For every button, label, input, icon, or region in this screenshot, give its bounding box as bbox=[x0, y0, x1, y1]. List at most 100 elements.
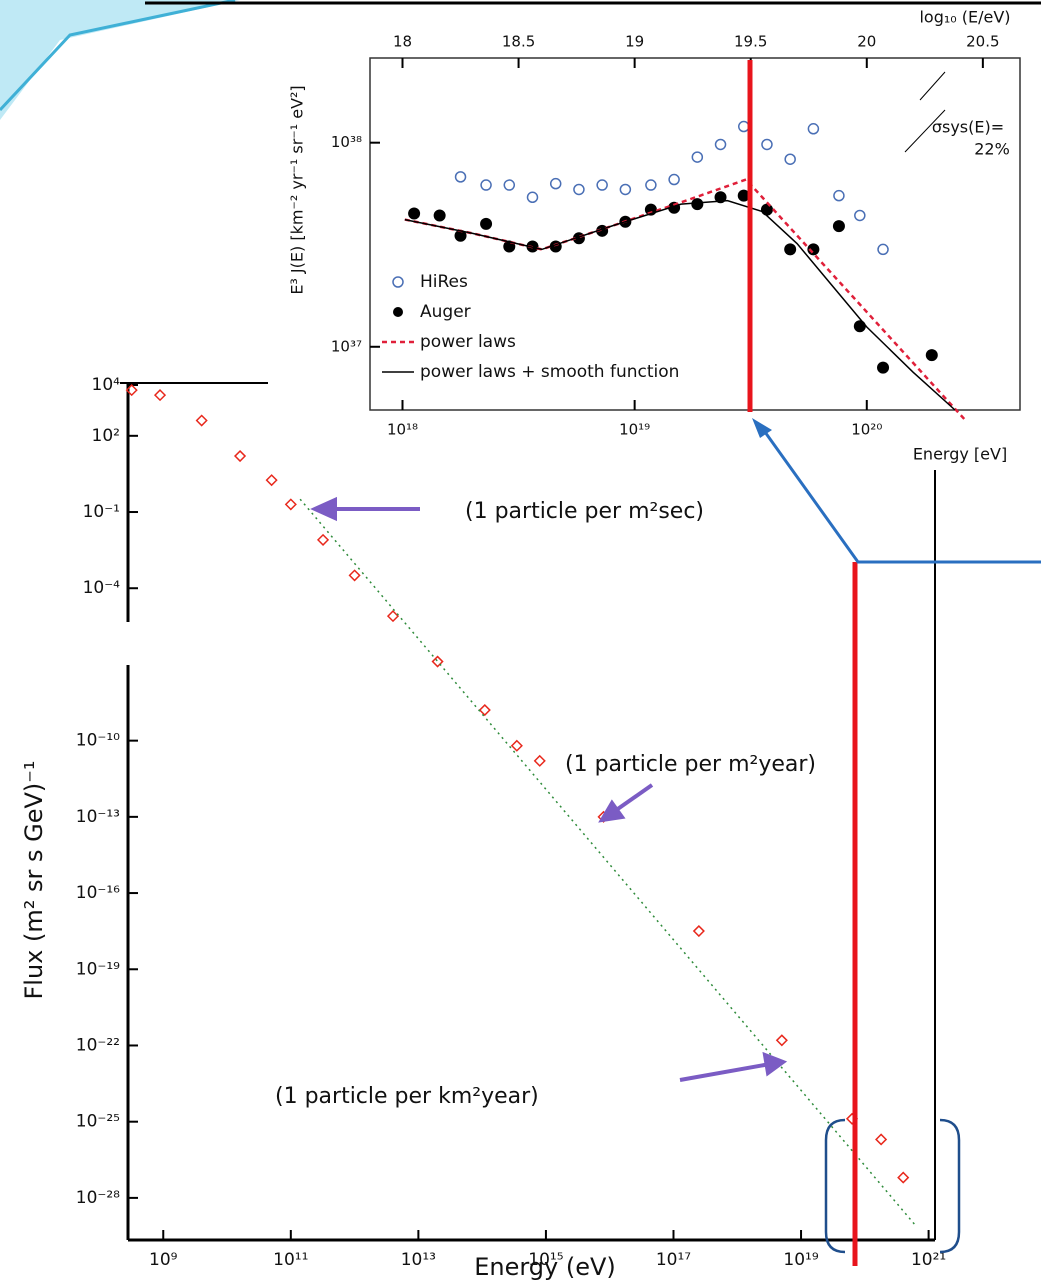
inset-frame bbox=[369, 57, 1021, 411]
data-point bbox=[853, 320, 866, 333]
legend-swatch bbox=[393, 307, 403, 317]
data-point bbox=[431, 655, 444, 668]
data-point bbox=[549, 177, 562, 190]
x-tick-label: 18 bbox=[393, 33, 412, 51]
data-point bbox=[386, 610, 400, 623]
connector-head bbox=[752, 418, 772, 438]
data-point bbox=[284, 498, 297, 511]
x-tick-label: 10²¹ bbox=[911, 1250, 946, 1270]
data-point bbox=[619, 183, 632, 196]
y-tick-label: 10⁴ bbox=[92, 375, 121, 395]
data-point bbox=[480, 217, 493, 230]
data-point bbox=[807, 123, 820, 135]
data-point bbox=[833, 189, 845, 202]
x-tick-label: 10¹¹ bbox=[273, 1250, 308, 1270]
sigma-arrow bbox=[919, 71, 946, 101]
data-point bbox=[784, 153, 796, 165]
data-point bbox=[454, 171, 467, 183]
data-point bbox=[526, 191, 539, 204]
y-tick-label: 10⁻⁴ bbox=[83, 578, 121, 598]
annotation: (1 particle per km²year) bbox=[275, 1084, 539, 1109]
data-point bbox=[533, 754, 546, 767]
bracket bbox=[824, 1118, 846, 1254]
data-point bbox=[691, 198, 704, 211]
legend-swatch bbox=[392, 276, 404, 288]
data-point bbox=[761, 138, 773, 151]
data-point bbox=[692, 924, 705, 938]
x-tick-label: 10¹⁸ bbox=[387, 421, 418, 439]
arrow bbox=[679, 1062, 771, 1082]
data-point bbox=[153, 389, 167, 402]
data-point bbox=[348, 569, 361, 582]
annotation: (1 particle per m²year) bbox=[565, 752, 816, 777]
data-point bbox=[877, 361, 890, 374]
x-tick-label: 10¹⁷ bbox=[656, 1250, 691, 1270]
y-tick-label: 10⁻¹³ bbox=[76, 807, 120, 827]
data-point bbox=[645, 179, 657, 191]
x-tick-label: 18.5 bbox=[502, 33, 535, 51]
legend-label: Auger bbox=[420, 302, 471, 322]
sigma-arrow bbox=[904, 109, 946, 153]
inset-top-axis-label: log₁₀ (E/eV) bbox=[919, 8, 1010, 27]
arrow bbox=[610, 783, 654, 815]
inset-chart: E³ J(E) [km⁻² yr⁻¹ sr⁻¹ eV²] log₁₀ (E/eV… bbox=[280, 6, 1041, 468]
legend-label: HiRes bbox=[420, 272, 468, 292]
x-tick-label: 10⁹ bbox=[149, 1250, 178, 1270]
data-point bbox=[510, 739, 523, 752]
arrow-head bbox=[310, 496, 337, 522]
data-point bbox=[854, 209, 866, 222]
data-point bbox=[775, 1034, 788, 1047]
y-axis-label: Flux (m² sr s GeV)⁻¹ bbox=[20, 760, 48, 999]
y-tick-label: 10⁻¹⁹ bbox=[76, 959, 120, 979]
connector bbox=[763, 431, 1041, 564]
series-line bbox=[299, 498, 917, 1227]
data-point bbox=[316, 533, 330, 546]
y-tick-label: 10³⁷ bbox=[331, 337, 362, 355]
series-line bbox=[404, 199, 956, 411]
data-point bbox=[897, 1171, 910, 1184]
data-point bbox=[125, 384, 138, 397]
data-point bbox=[195, 414, 208, 427]
data-point bbox=[408, 207, 421, 220]
y-tick-label: 10³⁸ bbox=[331, 133, 362, 151]
x-tick-label: 20 bbox=[857, 33, 876, 51]
data-point bbox=[573, 183, 585, 196]
y-tick-label: 10² bbox=[92, 426, 120, 446]
data-point bbox=[480, 179, 492, 191]
data-point bbox=[738, 120, 750, 133]
inset-x-label: Energy [eV] bbox=[913, 445, 1007, 464]
data-point bbox=[478, 703, 491, 717]
y-tick-label: 10⁻²⁵ bbox=[76, 1112, 120, 1132]
x-tick-label: 10¹⁵ bbox=[528, 1250, 563, 1270]
y-tick-label: 10⁻²² bbox=[76, 1035, 120, 1055]
x-tick-label: 10²⁰ bbox=[851, 421, 882, 439]
sigma-annotation: σsys(E)= bbox=[932, 118, 1004, 137]
arrow-head bbox=[598, 799, 626, 823]
legend-label: power laws bbox=[420, 332, 516, 352]
data-point bbox=[807, 243, 820, 256]
x-axis-label: Energy (eV) bbox=[474, 1253, 616, 1281]
ribbon-decoration bbox=[0, 0, 240, 120]
data-point bbox=[877, 243, 889, 256]
data-point bbox=[784, 243, 797, 256]
flux-chart: Flux (m² sr s GeV)⁻¹ Energy (eV) 10⁴ 10² 1… bbox=[20, 375, 946, 1281]
data-point bbox=[503, 179, 516, 191]
data-point bbox=[668, 173, 680, 186]
ribbon-edge bbox=[0, 0, 236, 112]
overlay bbox=[310, 60, 1041, 1266]
arrows bbox=[310, 496, 788, 1082]
y-tick-label: 10⁻¹⁰ bbox=[76, 731, 120, 751]
data-point bbox=[714, 138, 727, 151]
data-point bbox=[691, 151, 704, 163]
bracket bbox=[939, 1118, 961, 1254]
data-point bbox=[265, 474, 278, 487]
annotation: (1 particle per m²sec) bbox=[465, 499, 704, 524]
data-point bbox=[832, 220, 845, 233]
inset-background bbox=[280, 6, 1041, 468]
data-point bbox=[737, 189, 750, 202]
x-tick-label: 20.5 bbox=[966, 33, 999, 51]
data-point bbox=[233, 449, 247, 463]
arrow-head bbox=[762, 1051, 788, 1077]
y-tick-label: 10⁻²⁸ bbox=[76, 1188, 120, 1208]
